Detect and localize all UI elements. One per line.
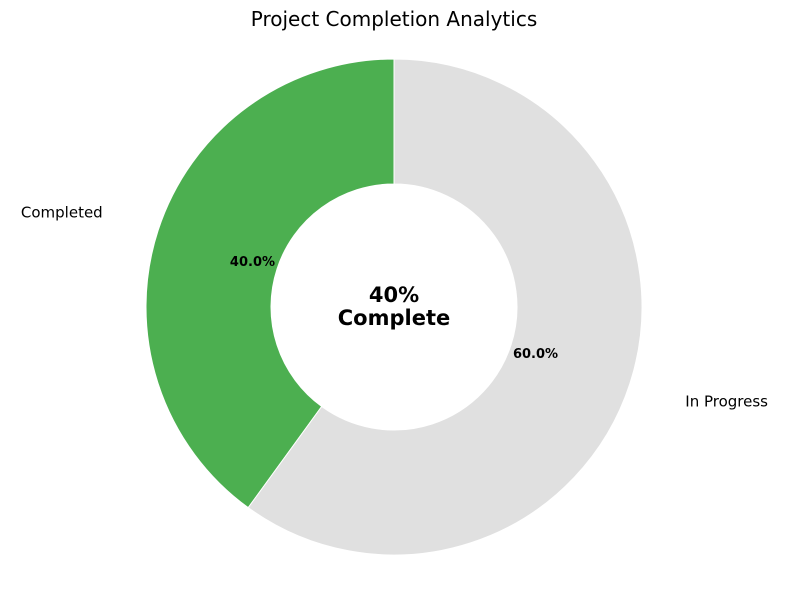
- slice-labels: Completed 40.0% In Progress 60.0%: [21, 203, 768, 410]
- percent-label-completed: 40.0%: [230, 255, 275, 270]
- slice-completed: [145, 58, 395, 509]
- category-label-completed: Completed: [21, 203, 103, 221]
- percent-label-in-progress: 60.0%: [513, 347, 558, 362]
- donut-slices: [145, 58, 643, 556]
- slice-in-progress: [247, 58, 643, 556]
- center-caption: Complete: [338, 306, 450, 330]
- category-label-in-progress: In Progress: [685, 393, 768, 411]
- chart-title: Project Completion Analytics: [251, 7, 538, 31]
- center-value: 40%: [369, 283, 419, 307]
